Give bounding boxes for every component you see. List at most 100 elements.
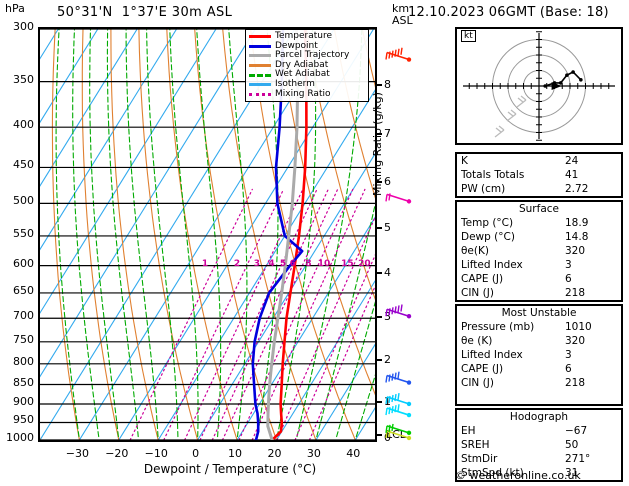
index-value: 2.72 — [565, 183, 589, 195]
altitude-tick-7: 7 — [384, 127, 391, 141]
indices-panel: K 24 Totals Totals 41 PW (cm) 2.72 — [455, 152, 623, 198]
most-unstable-heading: Most Unstable — [501, 307, 577, 319]
altitude-tick-5: 5 — [384, 220, 391, 234]
mixing-ratio-label-3: 3 — [253, 259, 260, 269]
most-unstable-value: 6 — [565, 363, 572, 375]
legend-item-temperature: Temperature — [249, 31, 365, 42]
pressure-tick-750: 750 — [13, 332, 34, 346]
legend-swatch-icon — [249, 44, 271, 48]
legend-label: Wet Adiabat — [275, 69, 330, 80]
lcl-tick-mark — [375, 434, 382, 436]
altitude-tick-mark-8 — [375, 84, 382, 87]
legend-item-dry-adiabat: Dry Adiabat — [249, 60, 365, 71]
most-unstable-row: CIN (J) 218 — [457, 376, 621, 390]
hodograph-stat-row: StmDir 271° — [457, 452, 621, 466]
station-title: 50°31'N 1°37'E 30m ASL — [57, 5, 233, 20]
wind-barb — [385, 304, 412, 319]
most-unstable-row: θe (K) 320 — [457, 334, 621, 348]
legend-swatch-icon — [249, 83, 271, 87]
surface-row: CAPE (J) 6 — [457, 272, 621, 286]
surface-key: Temp (°C) — [461, 217, 514, 229]
index-key: Totals Totals — [461, 169, 525, 181]
hodograph-stat-value: −67 — [565, 425, 588, 437]
index-value: 41 — [565, 169, 579, 181]
surface-key: CIN (J) — [461, 287, 494, 299]
mixing-ratio-label-5: 5 — [279, 259, 287, 269]
index-row: PW (cm) 2.72 — [457, 182, 621, 196]
most-unstable-value: 218 — [565, 377, 586, 389]
surface-value: 14.8 — [565, 231, 589, 243]
most-unstable-row: Lifted Index 3 — [457, 348, 621, 362]
legend-swatch-icon — [249, 73, 271, 77]
legend-label: Temperature — [275, 31, 333, 41]
surface-heading: Surface — [518, 203, 559, 215]
altitude-unit-label: km — [392, 2, 410, 15]
temperature-tick-10: 10 — [228, 447, 243, 460]
hodograph-stat-key: StmDir — [461, 453, 498, 465]
pressure-tick-300: 300 — [13, 20, 34, 33]
most-unstable-key: Lifted Index — [461, 349, 523, 361]
surface-value: 320 — [565, 245, 586, 257]
wind-barb — [385, 393, 412, 407]
mixing-ratio-label-2: 2 — [233, 259, 241, 269]
surface-key: Lifted Index — [461, 259, 523, 271]
legend-swatch-icon — [249, 54, 271, 58]
hodograph-stat-row: EH −67 — [457, 424, 621, 438]
hodograph-stat-row: SREH 50 — [457, 438, 621, 452]
legend-label: Dewpoint — [275, 40, 318, 51]
wind-barb — [385, 193, 412, 204]
most-unstable-key: CIN (J) — [461, 377, 494, 389]
altitude-tick-6: 6 — [384, 174, 391, 188]
pressure-tick-500: 500 — [13, 194, 34, 208]
altitude-tick-0: 0 — [384, 431, 391, 444]
most-unstable-row: CAPE (J) 6 — [457, 362, 621, 376]
mixing-ratio-label-20: 20 — [358, 259, 371, 269]
pressure-tick-900: 900 — [13, 395, 34, 409]
legend-label: Isotherm — [275, 78, 315, 89]
temperature-tick-40: 40 — [346, 447, 361, 460]
surface-row: CIN (J) 218 — [457, 286, 621, 300]
chart-legend: Temperature Dewpoint Parcel Trajectory Dry … — [245, 29, 369, 103]
altitude-tick-2: 2 — [384, 352, 391, 366]
altitude-tick-mark-7 — [375, 133, 382, 136]
wind-barb-column — [385, 47, 412, 441]
pressure-tick-650: 650 — [13, 283, 34, 297]
surface-value: 218 — [565, 287, 586, 299]
most-unstable-key: CAPE (J) — [461, 363, 504, 375]
altitude-tick-1: 1 — [384, 394, 391, 408]
pressure-tick-450: 450 — [13, 158, 34, 172]
copyright-text: © weatheronline.co.uk — [455, 469, 581, 482]
hodograph-unit-label: kt — [461, 30, 476, 42]
temperature-tick-30: 30 — [306, 447, 321, 460]
surface-key: θe(K) — [461, 245, 489, 257]
altitude-tick-mark-3 — [375, 315, 382, 318]
altitude-tick-4: 4 — [384, 265, 391, 279]
temperature-tick--10: −10 — [144, 447, 168, 460]
index-value: 24 — [565, 155, 579, 167]
surface-value: 6 — [565, 273, 572, 285]
hodograph-stat-key: SREH — [461, 439, 490, 451]
most-unstable-row: Pressure (mb) 1010 — [457, 320, 621, 334]
most-unstable-key: θe (K) — [461, 335, 493, 347]
hodograph-stat-value: 31 — [565, 467, 579, 479]
surface-value: 3 — [565, 259, 572, 271]
surface-panel: Surface Temp (°C) 18.9 Dewp (°C) 14.8 θe(K) 32… — [455, 200, 623, 302]
most-unstable-value: 3 — [565, 349, 572, 361]
pressure-tick-550: 550 — [13, 226, 34, 240]
hodograph-stat-row: StmSpd (kt) 31 — [457, 466, 621, 480]
surface-row: Lifted Index 3 — [457, 258, 621, 272]
mixing-ratio-label-10: 10 — [317, 259, 331, 269]
legend-swatch-icon — [249, 92, 271, 96]
surface-value: 18.9 — [565, 217, 589, 229]
legend-label: Parcel Trajectory — [275, 50, 350, 61]
mixing-ratio-label-1: 1 — [201, 259, 209, 269]
altitude-tick-mark-6 — [375, 180, 382, 183]
wind-barb — [385, 429, 412, 441]
index-key: PW (cm) — [461, 183, 506, 195]
hodograph-plot[interactable] — [455, 15, 623, 157]
mixing-ratio-label-4: 4 — [268, 259, 275, 269]
legend-item-wet-adiabat: Wet Adiabat — [249, 70, 365, 80]
legend-item-isotherm: Isotherm — [249, 78, 365, 90]
wind-barb — [385, 423, 412, 436]
